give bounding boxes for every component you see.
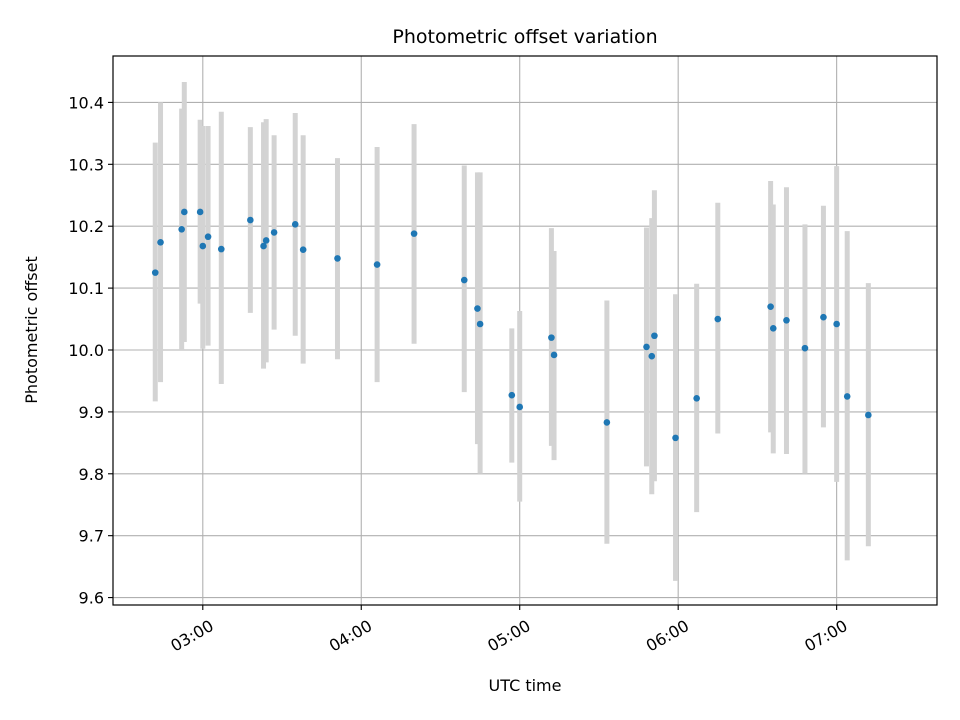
data-point xyxy=(550,351,558,359)
y-axis-ticks: 9.6 9.7 9.8 9.9 10.0 10.1 10.2 10.3 10.4 xyxy=(68,93,113,608)
data-point xyxy=(508,391,516,399)
data-point xyxy=(410,230,418,237)
data-points xyxy=(151,208,872,442)
data-point xyxy=(801,344,809,352)
data-point xyxy=(643,343,650,351)
data-point xyxy=(693,394,700,402)
data-point xyxy=(476,320,484,328)
data-point xyxy=(672,434,679,442)
y-tick-label: 9.9 xyxy=(79,403,104,422)
data-point xyxy=(181,208,188,216)
data-point xyxy=(714,315,722,323)
data-point xyxy=(299,246,307,254)
data-point xyxy=(769,325,777,332)
x-axis-label: UTC time xyxy=(489,676,562,695)
data-point xyxy=(648,352,656,360)
data-point xyxy=(474,305,481,312)
data-point xyxy=(373,261,381,268)
y-tick-label: 9.6 xyxy=(79,589,104,608)
data-point xyxy=(247,216,254,224)
data-point xyxy=(260,242,267,250)
data-point xyxy=(262,237,270,244)
data-point xyxy=(291,221,299,228)
data-point xyxy=(199,242,207,250)
y-tick-label: 10.4 xyxy=(68,93,104,112)
plot-frame xyxy=(112,55,938,606)
y-axis-label: Photometric offset xyxy=(22,256,41,404)
data-point xyxy=(516,403,524,411)
data-point xyxy=(865,411,872,419)
data-point xyxy=(178,226,185,233)
data-point xyxy=(196,208,204,216)
y-tick-label: 10.0 xyxy=(68,341,104,360)
data-point xyxy=(270,229,278,236)
y-tick-label: 9.7 xyxy=(79,527,104,546)
data-point xyxy=(217,245,225,253)
data-point xyxy=(334,255,341,262)
y-tick-label: 10.1 xyxy=(68,279,104,298)
y-tick-label: 9.8 xyxy=(79,465,104,484)
data-point xyxy=(204,233,212,241)
data-point xyxy=(767,303,774,310)
data-point xyxy=(603,419,611,426)
y-tick-label: 10.2 xyxy=(68,217,104,236)
data-point xyxy=(151,269,159,276)
data-point xyxy=(157,239,164,246)
data-point xyxy=(783,316,790,324)
data-point xyxy=(460,276,468,284)
data-point xyxy=(820,313,827,321)
data-point xyxy=(833,320,840,328)
data-point xyxy=(651,332,658,340)
y-tick-label: 10.3 xyxy=(68,155,104,174)
data-point xyxy=(843,393,851,400)
data-point xyxy=(548,334,555,341)
chart-title: Photometric offset variation xyxy=(392,26,657,48)
